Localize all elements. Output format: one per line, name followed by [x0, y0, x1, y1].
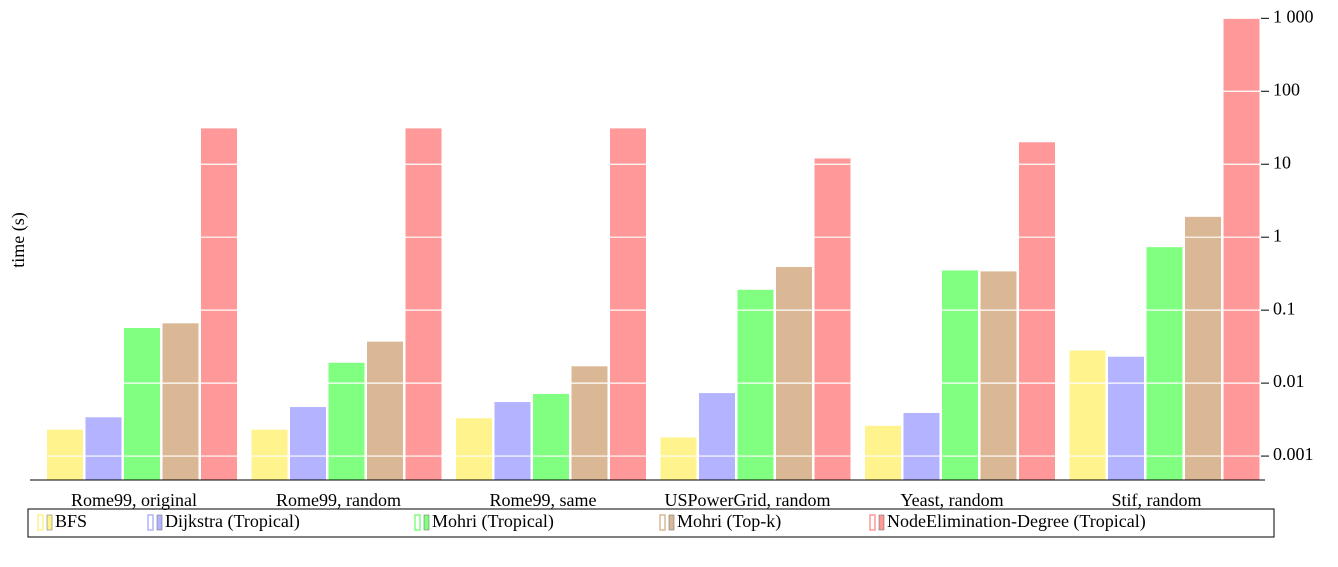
bar — [251, 429, 288, 480]
legend-swatch — [668, 514, 675, 531]
legend-label: BFS — [55, 511, 87, 531]
legend-swatch — [414, 514, 421, 531]
legend-swatch — [37, 514, 44, 531]
legend-label: Mohri (Top-k) — [677, 511, 781, 532]
bar — [1146, 247, 1183, 480]
bar — [571, 366, 608, 480]
bar — [610, 128, 646, 480]
bar — [1223, 18, 1260, 481]
bar — [456, 418, 492, 480]
legend-label: Dijkstra (Tropical) — [165, 511, 300, 532]
y-tick-label: 0.001 — [1273, 444, 1314, 464]
bar — [533, 393, 569, 480]
legend-swatch — [46, 514, 53, 531]
y-tick-label: 0.01 — [1273, 371, 1305, 391]
bar — [162, 323, 199, 480]
bar — [776, 267, 812, 480]
bar — [201, 128, 237, 480]
bar — [942, 270, 978, 480]
bar — [494, 402, 531, 480]
bar — [660, 437, 697, 480]
bar — [1185, 216, 1221, 480]
legend-box — [27, 508, 1275, 538]
legend-swatch — [156, 514, 163, 531]
bar — [1019, 142, 1055, 480]
bar — [903, 412, 940, 480]
x-tick-label: USPowerGrid, random — [665, 490, 831, 510]
bar — [328, 362, 365, 480]
bar — [737, 289, 774, 480]
legend-swatch — [659, 514, 666, 531]
legend-swatch — [878, 514, 885, 531]
bar — [367, 341, 403, 480]
bar — [290, 407, 326, 480]
legend-label: Mohri (Tropical) — [432, 511, 554, 532]
bar — [1069, 350, 1106, 480]
bar — [699, 393, 735, 480]
legend-swatch — [869, 514, 876, 531]
bar — [980, 271, 1017, 480]
bar — [865, 425, 901, 480]
y-tick-label: 1 000 — [1273, 6, 1314, 26]
y-tick-label: 100 — [1273, 79, 1300, 99]
x-tick-label: Stif, random — [1112, 490, 1202, 510]
bar — [124, 327, 160, 480]
x-tick-label: Rome99, same — [490, 490, 597, 510]
bar — [1108, 356, 1144, 480]
bar — [814, 158, 851, 481]
legend-swatch — [147, 514, 154, 531]
y-tick-label: 0.1 — [1273, 298, 1296, 318]
x-tick-label: Yeast, random — [900, 490, 1003, 510]
y-tick-label: 1 — [1273, 225, 1282, 245]
x-tick-label: Rome99, original — [71, 490, 197, 510]
x-tick-label: Rome99, random — [276, 490, 401, 510]
y-tick-label: 10 — [1273, 152, 1291, 172]
bar — [47, 429, 83, 480]
legend-swatch — [423, 514, 430, 531]
legend-label: NodeElimination-Degree (Tropical) — [887, 511, 1146, 532]
bar — [85, 417, 122, 480]
bar — [405, 128, 442, 480]
y-axis-label: time (s) — [8, 212, 29, 268]
